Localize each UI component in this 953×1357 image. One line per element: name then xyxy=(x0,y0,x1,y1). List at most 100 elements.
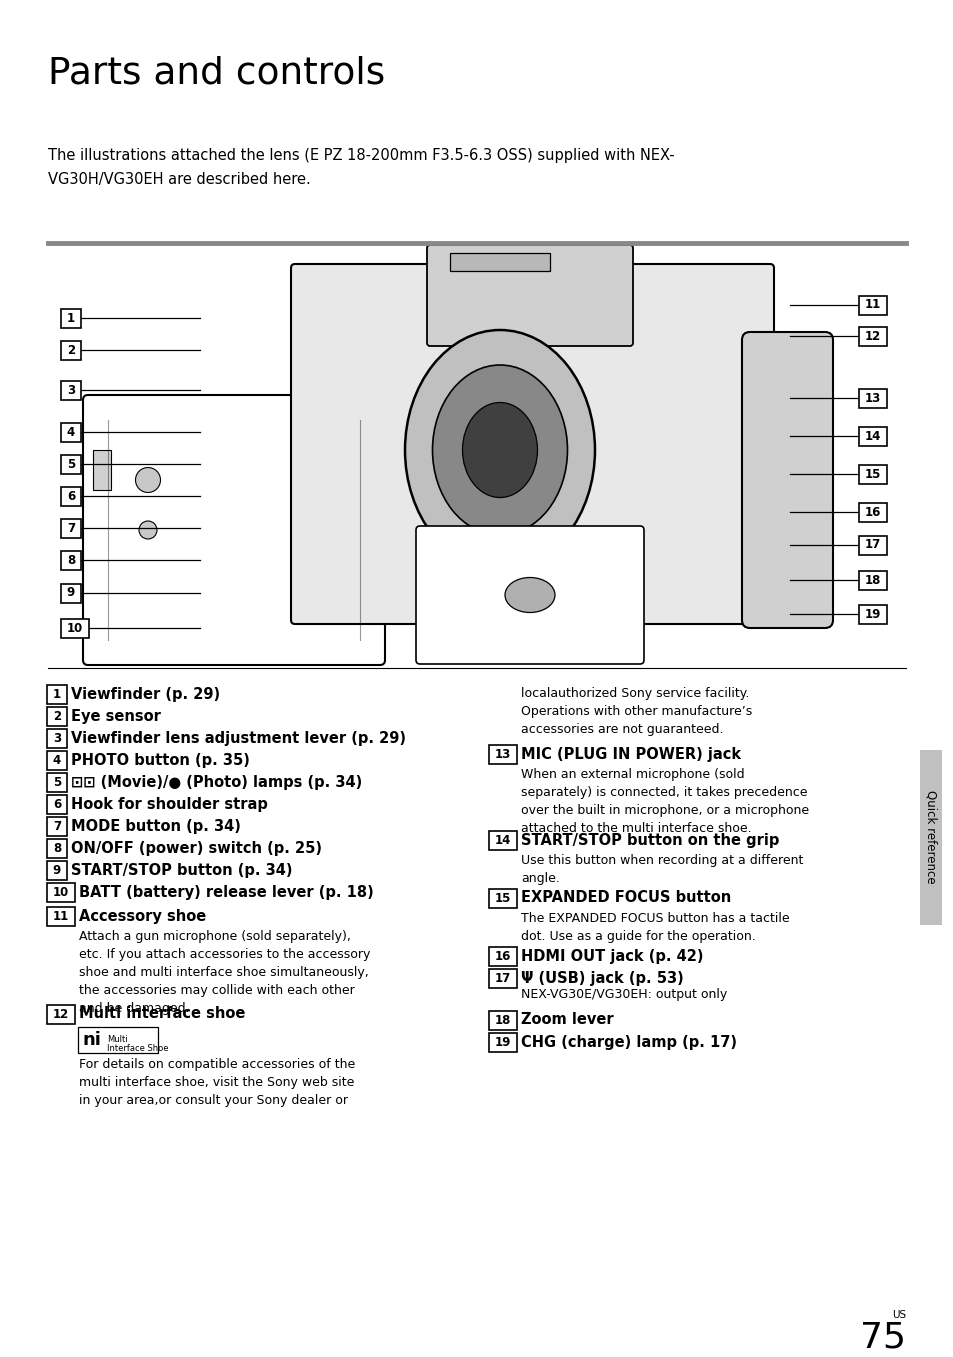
Text: 6: 6 xyxy=(52,798,61,810)
Text: CHG (charge) lamp (p. 17): CHG (charge) lamp (p. 17) xyxy=(520,1034,737,1049)
FancyBboxPatch shape xyxy=(291,265,773,624)
Text: ON/OFF (power) switch (p. 25): ON/OFF (power) switch (p. 25) xyxy=(71,840,322,855)
Text: MIC (PLUG IN POWER) jack: MIC (PLUG IN POWER) jack xyxy=(520,746,740,761)
FancyBboxPatch shape xyxy=(47,794,67,813)
Text: Interface Shoe: Interface Shoe xyxy=(107,1044,169,1053)
Text: For details on compatible accessories of the
multi interface shoe, visit the Son: For details on compatible accessories of… xyxy=(79,1058,355,1107)
Text: Accessory shoe: Accessory shoe xyxy=(79,908,206,924)
Text: EXPANDED FOCUS button: EXPANDED FOCUS button xyxy=(520,890,731,905)
FancyBboxPatch shape xyxy=(47,906,75,925)
Text: 1: 1 xyxy=(67,312,75,324)
Bar xyxy=(92,451,111,490)
Text: 9: 9 xyxy=(67,586,75,600)
FancyBboxPatch shape xyxy=(61,308,81,327)
FancyBboxPatch shape xyxy=(61,341,81,360)
Text: Viewfinder lens adjustment lever (p. 29): Viewfinder lens adjustment lever (p. 29) xyxy=(71,730,406,745)
FancyBboxPatch shape xyxy=(489,745,517,764)
Text: accessories are not guaranteed.: accessories are not guaranteed. xyxy=(520,723,722,737)
Ellipse shape xyxy=(432,365,567,535)
FancyBboxPatch shape xyxy=(61,380,81,399)
Text: Operations with other manufacture’s: Operations with other manufacture’s xyxy=(520,706,752,718)
Text: NEX-VG30E/VG30EH: output only: NEX-VG30E/VG30EH: output only xyxy=(520,988,726,1001)
Text: Quick reference: Quick reference xyxy=(923,790,937,883)
Text: 19: 19 xyxy=(495,1035,511,1049)
Text: 11: 11 xyxy=(864,299,881,312)
Ellipse shape xyxy=(462,403,537,498)
FancyBboxPatch shape xyxy=(61,487,81,506)
FancyBboxPatch shape xyxy=(741,332,832,628)
Text: Parts and controls: Parts and controls xyxy=(48,56,385,91)
Text: ⊡⊡ (Movie)/● (Photo) lamps (p. 34): ⊡⊡ (Movie)/● (Photo) lamps (p. 34) xyxy=(71,775,362,790)
Text: 1: 1 xyxy=(52,688,61,700)
FancyBboxPatch shape xyxy=(858,296,886,315)
Text: 11: 11 xyxy=(52,909,69,923)
Text: 9: 9 xyxy=(52,863,61,877)
Text: 5: 5 xyxy=(67,457,75,471)
Text: localauthorized Sony service facility.: localauthorized Sony service facility. xyxy=(520,688,749,700)
FancyBboxPatch shape xyxy=(78,1027,158,1053)
FancyBboxPatch shape xyxy=(47,684,67,703)
Text: 16: 16 xyxy=(495,950,511,962)
Text: 17: 17 xyxy=(495,972,511,984)
Bar xyxy=(919,750,941,925)
Text: 75: 75 xyxy=(859,1320,905,1354)
Text: 7: 7 xyxy=(67,521,75,535)
Text: 19: 19 xyxy=(864,608,881,620)
Text: US: US xyxy=(891,1310,905,1320)
FancyBboxPatch shape xyxy=(416,527,643,664)
Text: 8: 8 xyxy=(67,554,75,566)
Text: 4: 4 xyxy=(67,426,75,438)
FancyBboxPatch shape xyxy=(47,750,67,769)
Text: 10: 10 xyxy=(67,622,83,635)
FancyBboxPatch shape xyxy=(489,830,517,849)
FancyBboxPatch shape xyxy=(61,518,81,537)
FancyBboxPatch shape xyxy=(858,388,886,407)
FancyBboxPatch shape xyxy=(61,422,81,441)
FancyBboxPatch shape xyxy=(858,604,886,623)
FancyBboxPatch shape xyxy=(61,455,81,474)
Text: 12: 12 xyxy=(864,330,881,342)
FancyBboxPatch shape xyxy=(858,327,886,346)
Text: Attach a gun microphone (sold separately),
etc. If you attach accessories to the: Attach a gun microphone (sold separately… xyxy=(79,930,370,1015)
Text: 17: 17 xyxy=(864,539,881,551)
FancyBboxPatch shape xyxy=(61,584,81,603)
FancyBboxPatch shape xyxy=(489,969,517,988)
FancyBboxPatch shape xyxy=(47,707,67,726)
Bar xyxy=(450,252,550,271)
FancyBboxPatch shape xyxy=(47,817,67,836)
Text: 6: 6 xyxy=(67,490,75,502)
FancyBboxPatch shape xyxy=(489,1033,517,1052)
Text: 18: 18 xyxy=(864,574,881,586)
Text: MODE button (p. 34): MODE button (p. 34) xyxy=(71,818,240,833)
FancyBboxPatch shape xyxy=(47,860,67,879)
FancyBboxPatch shape xyxy=(61,619,89,638)
Text: 8: 8 xyxy=(52,841,61,855)
Text: Multi interface shoe: Multi interface shoe xyxy=(79,1007,245,1022)
Ellipse shape xyxy=(135,468,160,493)
Text: 15: 15 xyxy=(495,892,511,905)
Ellipse shape xyxy=(139,521,157,539)
Text: Hook for shoulder strap: Hook for shoulder strap xyxy=(71,797,268,811)
FancyBboxPatch shape xyxy=(858,464,886,483)
FancyBboxPatch shape xyxy=(489,946,517,965)
Text: 16: 16 xyxy=(864,506,881,518)
Text: PHOTO button (p. 35): PHOTO button (p. 35) xyxy=(71,753,250,768)
Text: BATT (battery) release lever (p. 18): BATT (battery) release lever (p. 18) xyxy=(79,885,374,900)
Text: 13: 13 xyxy=(864,392,881,404)
Text: 12: 12 xyxy=(52,1007,69,1020)
Text: When an external microphone (sold
separately) is connected, it takes precedence
: When an external microphone (sold separa… xyxy=(520,768,808,835)
Text: 13: 13 xyxy=(495,748,511,760)
Text: HDMI OUT jack (p. 42): HDMI OUT jack (p. 42) xyxy=(520,949,702,963)
Text: 15: 15 xyxy=(864,468,881,480)
Text: 2: 2 xyxy=(67,343,75,357)
Ellipse shape xyxy=(504,578,555,612)
FancyBboxPatch shape xyxy=(47,772,67,791)
FancyBboxPatch shape xyxy=(489,889,517,908)
FancyBboxPatch shape xyxy=(858,502,886,521)
Text: The EXPANDED FOCUS button has a tactile
dot. Use as a guide for the operation.: The EXPANDED FOCUS button has a tactile … xyxy=(520,912,789,943)
Text: 3: 3 xyxy=(52,731,61,745)
Text: 3: 3 xyxy=(67,384,75,396)
FancyBboxPatch shape xyxy=(858,536,886,555)
FancyBboxPatch shape xyxy=(489,1011,517,1030)
Text: START/STOP button (p. 34): START/STOP button (p. 34) xyxy=(71,863,293,878)
